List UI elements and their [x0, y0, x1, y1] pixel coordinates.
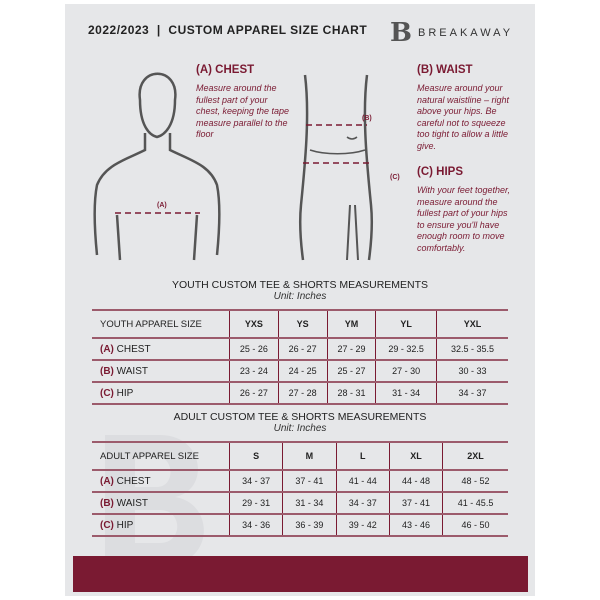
table-cell: 30 - 33: [435, 359, 508, 383]
measurement-label: (B) WAIST: [92, 491, 230, 515]
table-cell: 46 - 50: [442, 513, 508, 537]
table-cell: 27 - 30: [375, 359, 437, 383]
measurement-name: CHEST: [116, 475, 151, 487]
table-cell: 34 - 37: [435, 381, 508, 405]
measurement-label: (C) HIP: [92, 381, 230, 405]
adult-unit: Unit: Inches: [273, 423, 327, 434]
size-column-header: 2XL: [442, 441, 508, 471]
measurement-name: HIP: [116, 387, 134, 399]
youth-size-table: YOUTH APPAREL SIZE YXS YS YM YL YXL (A) CHEST 2…: [92, 309, 508, 405]
table-row: (A) CHEST 34 - 37 37 - 41 41 - 44 44 - 48 48 …: [92, 469, 508, 493]
hips-heading: (C) HIPS: [417, 166, 463, 178]
logo-mark: B: [390, 18, 412, 48]
table-cell: 34 - 37: [335, 491, 390, 515]
table-cell: 41 - 44: [335, 469, 390, 493]
table-cell: 41 - 45.5: [442, 491, 508, 515]
waist-description: Measure around your natural waistline – …: [417, 83, 510, 151]
table-cell: 48 - 52: [442, 469, 508, 493]
hips-marker: (C): [390, 174, 400, 181]
measurement-label: (A) CHEST: [92, 469, 230, 493]
measurement-label: (C) HIP: [92, 513, 230, 537]
chest-description: Measure around the fullest part of your …: [196, 83, 290, 139]
table-cell: 27 - 28: [277, 381, 328, 405]
measurement-label: (A) CHEST: [92, 337, 230, 361]
chest-marker: (A): [157, 202, 167, 209]
size-column-header: YS: [277, 309, 328, 339]
adult-section-title: ADULT CUSTOM TEE & SHORTS MEASUREMENTS Un…: [65, 411, 535, 434]
table-cell: 27 - 29: [326, 337, 376, 361]
table-cell: 23 - 24: [229, 359, 279, 383]
measurement-name: CHEST: [116, 343, 151, 355]
size-column-header: S: [228, 441, 283, 471]
measurement-label: (B) WAIST: [92, 359, 230, 383]
measurement-code: (A): [100, 343, 114, 355]
table-cell: 29 - 32.5: [375, 337, 437, 361]
table-cell: 28 - 31: [326, 381, 376, 405]
table-cell: 34 - 36: [228, 513, 283, 537]
table-cell: 31 - 34: [282, 491, 337, 515]
size-column-header: L: [335, 441, 390, 471]
measurement-name: WAIST: [116, 497, 148, 509]
footer-bar: [73, 556, 528, 592]
adult-size-table: ADULT APPAREL SIZE S M L XL 2XL (A) CHEST 34 - …: [92, 441, 508, 537]
brand-name: BREAKAWAY: [417, 27, 514, 39]
measurement-code: (B): [100, 497, 114, 509]
table-cell: 37 - 41: [282, 469, 337, 493]
measurement-name: HIP: [116, 519, 134, 531]
youth-section-title: YOUTH CUSTOM TEE & SHORTS MEASUREMENTS Un…: [65, 279, 535, 302]
table-row: (C) HIP 26 - 27 27 - 28 28 - 31 31 - 34 34 - …: [92, 381, 508, 405]
table-header-row: ADULT APPAREL SIZE S M L XL 2XL: [92, 441, 508, 471]
waist-marker: (B): [362, 115, 372, 122]
table-cell: 24 - 25: [277, 359, 328, 383]
size-column-header: YXS: [229, 309, 279, 339]
table-row: (A) CHEST 25 - 26 26 - 27 27 - 29 29 - 32.5 3…: [92, 337, 508, 361]
size-column-header: M: [282, 441, 337, 471]
table-cell: 43 - 46: [388, 513, 443, 537]
table-row: (C) HIP 34 - 36 36 - 39 39 - 42 43 - 46 46 - …: [92, 513, 508, 537]
measurement-code: (B): [100, 365, 114, 377]
table-cell: 37 - 41: [388, 491, 443, 515]
table-header-row: YOUTH APPAREL SIZE YXS YS YM YL YXL: [92, 309, 508, 339]
brand-logo: B BREAKAWAY: [390, 18, 513, 48]
page-title: 2022/2023 | CUSTOM APPAREL SIZE CHART: [88, 23, 368, 37]
table-cell: 26 - 27: [229, 381, 279, 405]
waist-heading: (B) WAIST: [417, 64, 473, 76]
size-column-header: YM: [326, 309, 376, 339]
table-row: (B) WAIST 23 - 24 24 - 25 25 - 27 27 - 30 30 …: [92, 359, 508, 383]
measurement-code: (C): [100, 387, 114, 399]
measurement-code: (C): [100, 519, 114, 531]
table-cell: 32.5 - 35.5: [435, 337, 508, 361]
table-cell: 29 - 31: [228, 491, 283, 515]
figures-illustration: [93, 72, 374, 261]
table-cell: 44 - 48: [388, 469, 443, 493]
table-cell: 39 - 42: [335, 513, 390, 537]
measurement-code: (A): [100, 475, 114, 487]
size-column-header: YXL: [435, 309, 508, 339]
chest-heading: (A) CHEST: [196, 64, 255, 76]
size-column-header: YL: [375, 309, 437, 339]
size-column-header: XL: [388, 441, 443, 471]
measurement-name: WAIST: [116, 365, 148, 377]
size-header: YOUTH APPAREL SIZE: [92, 309, 230, 339]
size-header: ADULT APPAREL SIZE: [92, 441, 230, 471]
hips-description: With your feet together, measure around …: [417, 185, 510, 253]
table-cell: 25 - 26: [229, 337, 279, 361]
table-cell: 31 - 34: [375, 381, 437, 405]
table-cell: 26 - 27: [277, 337, 328, 361]
table-cell: 34 - 37: [228, 469, 283, 493]
table-row: (B) WAIST 29 - 31 31 - 34 34 - 37 37 - 41 41 …: [92, 491, 508, 515]
table-cell: 25 - 27: [326, 359, 376, 383]
table-cell: 36 - 39: [282, 513, 337, 537]
youth-unit: Unit: Inches: [273, 291, 327, 302]
